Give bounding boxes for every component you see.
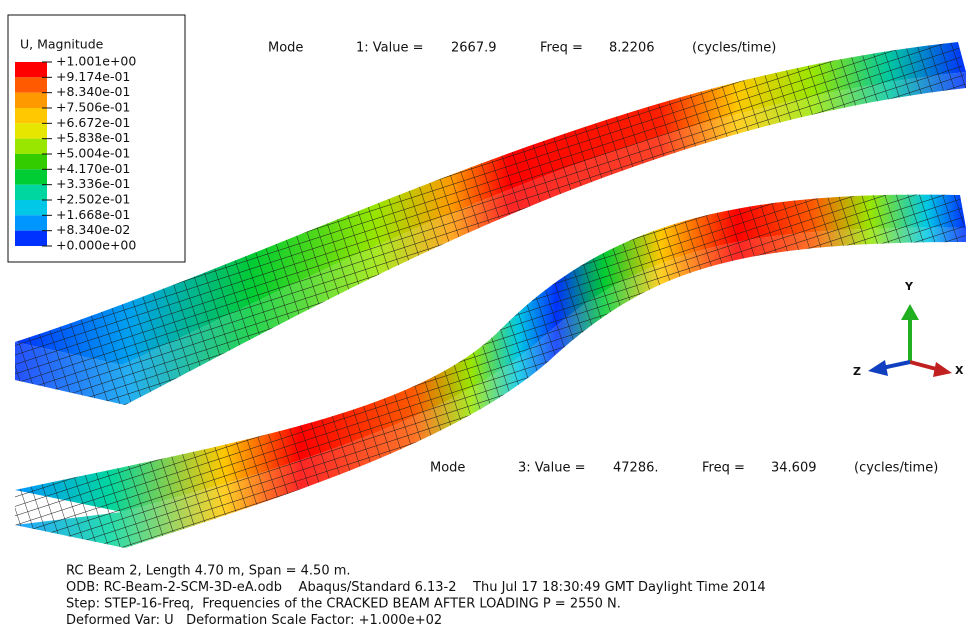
legend-swatch [15,138,47,154]
legend-swatch [15,154,47,170]
beam-mode-1 [15,42,966,405]
triad-label: Y [904,280,914,293]
legend-swatch [15,215,47,231]
legend-label: +4.170e-01 [56,161,130,176]
mode-value: 47286. [613,461,659,476]
footer-line: Deformed Var: U Deformation Scale Factor… [66,613,442,628]
legend-label: +1.668e-01 [56,207,130,222]
mode-label: Mode [268,41,303,56]
triad-z-axis [881,360,911,370]
legend-label: +0.000e+00 [56,238,136,253]
footer-line: RC Beam 2, Length 4.70 m, Span = 4.50 m. [66,564,351,579]
legend: +1.001e+00+9.174e-01+8.340e-01+7.506e-01… [15,54,136,253]
mode-freq: 8.2206 [609,41,655,56]
legend-label: +2.502e-01 [56,192,130,207]
legend-label: +8.340e-01 [56,84,130,99]
axis-triad: Y X Z [853,280,964,378]
mode-freq-label: Freq = [540,41,583,56]
footer-line: ODB: RC-Beam-2-SCM-3D-eA.odb Abaqus/Stan… [66,580,766,595]
mode-value-label: 3: Value = [518,461,586,476]
mode-value-label: 1: Value = [356,41,424,56]
triad-z-head [868,360,888,376]
legend-title: U, Magnitude [20,37,104,52]
mode-value: 2667.9 [451,41,497,56]
mode-labels: Mode 1: Value = 2667.9 Freq = 8.2206 (cycles/… [268,41,938,476]
mode-unit: (cycles/time) [692,41,776,56]
legend-swatch [15,77,47,93]
legend-swatch [15,108,47,124]
legend-label: +5.004e-01 [56,146,130,161]
beam-mesh [15,194,966,548]
legend-swatch [15,92,47,108]
footer: RC Beam 2, Length 4.70 m, Span = 4.50 m.… [66,564,766,629]
triad-label: X [955,364,964,377]
legend-swatch [15,200,47,216]
mode-freq-label: Freq = [702,461,745,476]
legend-swatch [15,184,47,200]
legend-label: +7.506e-01 [56,100,130,115]
legend-swatch [15,62,47,78]
legend-swatch [15,169,47,185]
mode-freq: 34.609 [771,461,817,476]
legend-label: +9.174e-01 [56,69,130,84]
triad-x-head [933,362,952,377]
legend-label: +6.672e-01 [56,115,130,130]
triad-y-head [901,304,919,320]
beam-mode-3 [15,194,966,548]
footer-line: Step: STEP-16-Freq, Frequencies of the C… [66,597,621,612]
triad-label: Z [853,365,861,378]
beam-mesh [15,42,966,405]
legend-label: +3.336e-01 [56,176,130,191]
mode-unit: (cycles/time) [854,461,938,476]
legend-label: +8.340e-02 [56,222,130,237]
legend-swatch [15,230,47,246]
legend-swatch [15,123,47,139]
legend-label: +5.838e-01 [56,130,130,145]
mode-label: Mode [430,461,465,476]
legend-label: +1.001e+00 [56,54,136,69]
